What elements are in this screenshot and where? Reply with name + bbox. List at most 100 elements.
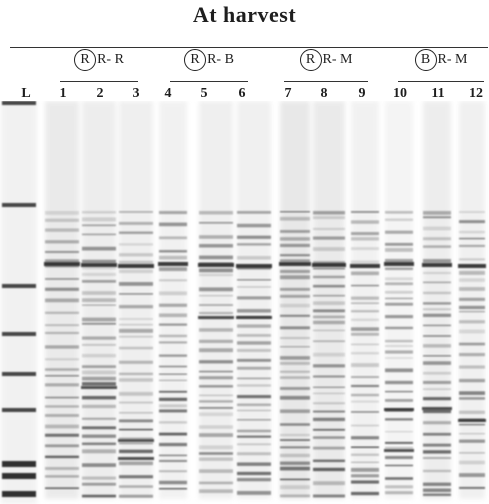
gel-band — [199, 482, 233, 485]
gel-band — [351, 261, 379, 265]
gel-band — [45, 475, 79, 477]
gel-band — [459, 211, 485, 213]
gel-band — [280, 434, 310, 436]
sample-lanes — [44, 101, 486, 499]
gel-band — [159, 460, 187, 462]
gel-band — [351, 480, 379, 483]
gel-band — [351, 327, 379, 331]
gel-band — [237, 443, 271, 445]
gel-band — [119, 347, 153, 350]
gel-band — [313, 340, 345, 342]
gel-band — [351, 220, 379, 223]
gel-band — [351, 436, 379, 439]
gel-band — [237, 359, 271, 362]
gel-band — [237, 430, 271, 433]
gel-band — [45, 240, 79, 243]
gel-band — [280, 454, 310, 457]
gel-band — [45, 211, 79, 215]
gel-band — [118, 439, 154, 442]
gel-band — [351, 272, 379, 276]
gel-band — [459, 231, 485, 234]
gel-band — [385, 491, 413, 494]
gel-band — [280, 356, 310, 360]
sample-lane-11 — [422, 101, 452, 499]
gel-band — [423, 211, 451, 215]
gel-band — [423, 237, 451, 240]
gel-band — [159, 354, 187, 356]
gel-band — [159, 470, 187, 472]
gel-band — [118, 264, 154, 268]
gel-band — [459, 245, 485, 247]
lane-label-9: 9 — [350, 86, 374, 102]
gel-band — [313, 410, 345, 412]
gel-band — [423, 361, 451, 365]
gel-band — [45, 425, 79, 429]
gel-band — [118, 457, 154, 460]
gel-band — [385, 340, 413, 342]
lane-label-11: 11 — [426, 86, 450, 102]
gel-band — [384, 262, 414, 266]
gel-band — [119, 222, 153, 225]
gel-band — [280, 326, 310, 329]
gel-band — [458, 264, 486, 268]
group-label-3: R R- M — [284, 49, 368, 83]
gel-band — [313, 353, 345, 357]
gel-band — [237, 472, 271, 475]
group-underline — [398, 81, 484, 82]
gel-band — [280, 495, 310, 498]
gel-band — [351, 352, 379, 354]
gel-band — [237, 478, 271, 481]
gel-band — [119, 412, 153, 414]
gel-band — [199, 312, 233, 314]
lane-label-6: 6 — [230, 86, 254, 102]
gel-band — [159, 341, 187, 343]
gel-band — [237, 256, 271, 260]
gel-band — [119, 437, 153, 439]
sample-lane-12 — [458, 101, 486, 499]
gel-band — [82, 304, 116, 306]
gel-band — [459, 278, 485, 282]
gel-band — [280, 217, 310, 221]
gel-band — [159, 488, 187, 490]
gel-band — [385, 327, 413, 329]
header-rule — [10, 47, 488, 48]
gel-band — [237, 377, 271, 379]
gel-band — [45, 228, 79, 231]
gel-band — [82, 377, 116, 381]
group-label-1: R R- R — [60, 49, 138, 83]
gel-band — [237, 341, 271, 344]
gel-band — [459, 365, 485, 368]
gel-band — [199, 268, 233, 272]
gel-band — [82, 233, 116, 235]
gel-band — [280, 211, 310, 213]
gel-band — [313, 309, 345, 312]
gel-band — [159, 223, 187, 227]
gel-band — [280, 237, 310, 240]
gel-band — [385, 231, 413, 234]
gel-band — [385, 211, 413, 214]
gel-band — [82, 291, 116, 295]
gel-band — [82, 247, 116, 251]
gel-band — [199, 274, 233, 276]
gel-band — [423, 470, 451, 472]
gel-band — [159, 313, 187, 317]
gel-band — [199, 376, 233, 379]
gel-band — [237, 436, 271, 438]
gel-band — [237, 404, 271, 406]
gel-band — [423, 372, 451, 375]
gel-band — [159, 380, 187, 382]
gel-band — [351, 462, 379, 464]
ladder-band — [2, 203, 36, 207]
gel-band — [313, 393, 345, 395]
gel-band — [280, 304, 310, 308]
gel-band — [237, 334, 271, 337]
gel-band — [159, 366, 187, 368]
gel-band — [199, 445, 233, 449]
gel-band — [385, 350, 413, 353]
gel-band — [119, 270, 153, 273]
gel-band — [119, 329, 153, 333]
gel-band — [385, 456, 413, 459]
gel-band — [237, 243, 271, 245]
gel-band — [351, 285, 379, 287]
ladder-band — [2, 284, 36, 288]
